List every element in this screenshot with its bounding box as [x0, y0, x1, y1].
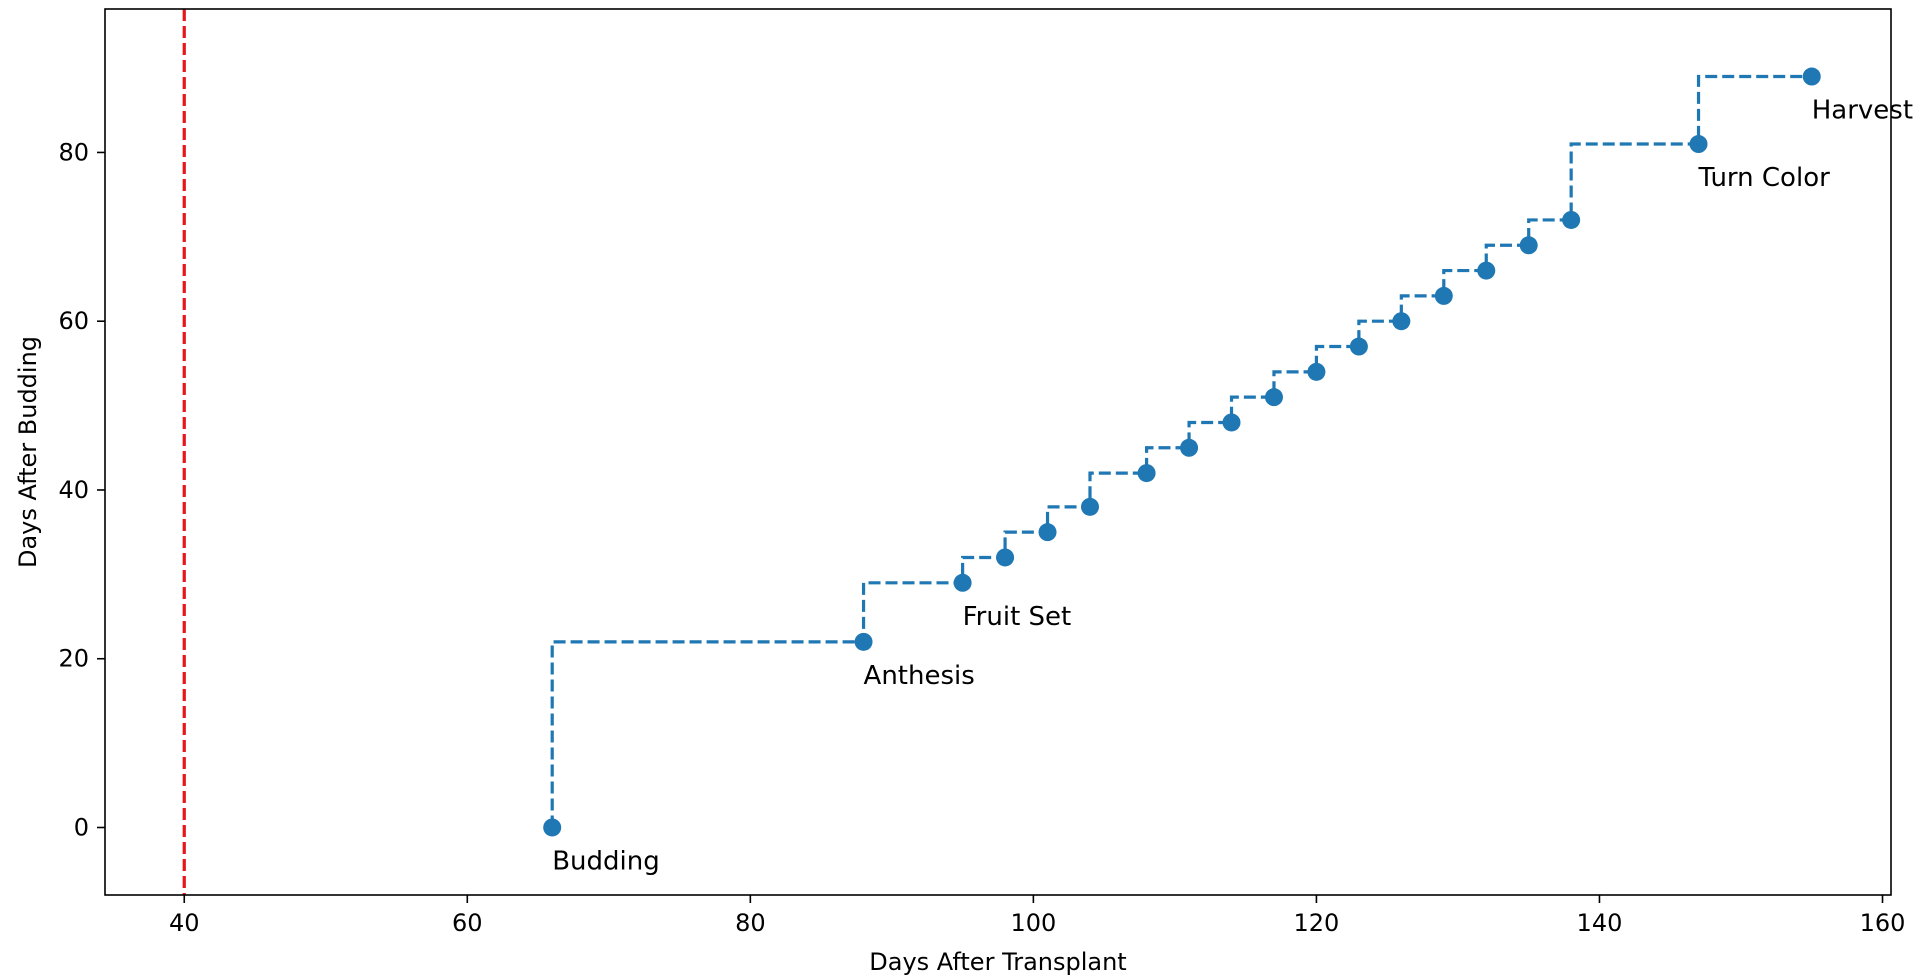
- point-annotation: Budding: [552, 846, 660, 876]
- data-point: [1434, 286, 1453, 305]
- point-annotation: Turn Color: [1698, 163, 1831, 193]
- data-point: [1180, 438, 1199, 457]
- data-point: [1038, 523, 1057, 542]
- x-tick-label: 140: [1577, 909, 1623, 937]
- data-point: [953, 573, 972, 592]
- y-axis-label: Days After Budding: [14, 336, 42, 568]
- x-tick-label: 160: [1860, 909, 1906, 937]
- x-axis-label: Days After Transplant: [869, 948, 1126, 976]
- y-axis: 0 20 40 60 80: [58, 138, 105, 841]
- x-tick-label: 100: [1010, 909, 1056, 937]
- x-axis: 40 60 80 100 120 140 160: [169, 895, 1905, 937]
- data-point: [1802, 67, 1821, 86]
- data-point: [1222, 413, 1241, 432]
- data-point: [543, 818, 562, 837]
- data-point: [1562, 210, 1581, 229]
- y-tick-label: 0: [74, 813, 89, 841]
- data-point: [854, 632, 873, 651]
- y-tick-label: 20: [58, 645, 89, 673]
- data-point: [996, 548, 1015, 567]
- data-point: [1137, 464, 1156, 483]
- data-point: [1519, 236, 1538, 255]
- y-tick-label: 60: [58, 307, 89, 335]
- plot-area: Budding Anthesis Fruit Set Turn Color Harves…: [182, 9, 1913, 895]
- point-annotation: Anthesis: [864, 661, 975, 691]
- plot-frame: [104, 8, 1892, 896]
- x-tick-label: 80: [735, 909, 766, 937]
- x-tick-label: 40: [169, 909, 200, 937]
- x-tick-label: 120: [1294, 909, 1340, 937]
- data-point: [1349, 337, 1368, 356]
- data-point: [1080, 497, 1099, 516]
- y-tick-label: 40: [58, 476, 89, 504]
- y-tick-label: 80: [58, 138, 89, 166]
- point-annotation: Harvest: [1812, 96, 1913, 126]
- data-point: [1307, 362, 1326, 381]
- data-point: [1264, 388, 1283, 407]
- data-point: [1689, 135, 1708, 154]
- point-annotation: Fruit Set: [963, 602, 1072, 632]
- data-point: [1392, 312, 1411, 331]
- data-point: [1477, 261, 1496, 280]
- x-tick-label: 60: [452, 909, 483, 937]
